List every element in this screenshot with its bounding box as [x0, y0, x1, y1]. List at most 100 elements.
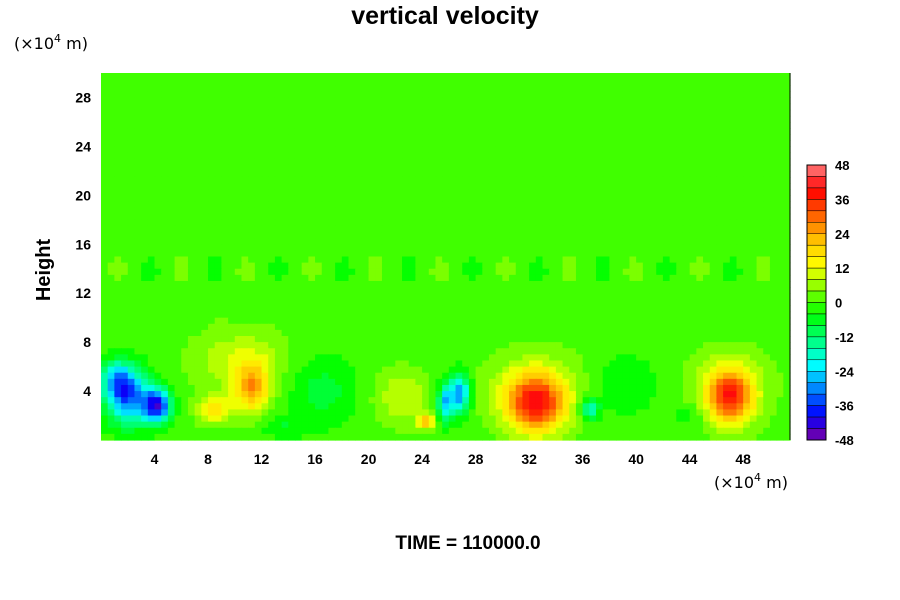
- heatmap-cell: [201, 195, 209, 203]
- heatmap-cell: [127, 97, 136, 105]
- heatmap-cell: [529, 280, 537, 288]
- heatmap-cell: [589, 262, 597, 270]
- heatmap-cell: [729, 152, 738, 160]
- heatmap-cell: [515, 256, 524, 264]
- heatmap-cell: [261, 311, 269, 319]
- heatmap-cell: [288, 170, 296, 178]
- heatmap-cell: [676, 287, 684, 294]
- heatmap-cell: [442, 134, 450, 141]
- heatmap-cell: [167, 287, 176, 294]
- heatmap-cell: [348, 158, 356, 166]
- heatmap-cell: [435, 342, 443, 349]
- heatmap-cell: [141, 189, 149, 196]
- heatmap-cell: [321, 201, 330, 209]
- heatmap-cell: [415, 317, 423, 325]
- heatmap-cell: [783, 97, 791, 105]
- heatmap-cell: [468, 79, 477, 86]
- heatmap-cell: [649, 115, 657, 123]
- heatmap-cell: [602, 287, 610, 294]
- heatmap-cell: [589, 115, 597, 123]
- heatmap-cell: [475, 79, 483, 86]
- heatmap-cell: [509, 189, 517, 196]
- heatmap-cell: [214, 121, 223, 129]
- heatmap-cell: [154, 250, 162, 258]
- heatmap-cell: [187, 238, 196, 245]
- heatmap-cell: [181, 97, 189, 105]
- heatmap-cell: [268, 207, 276, 215]
- heatmap-cell: [616, 201, 624, 209]
- heatmap-cell: [428, 170, 437, 178]
- heatmap-cell: [147, 256, 156, 264]
- heatmap-cell: [355, 79, 363, 86]
- heatmap-cell: [602, 274, 610, 282]
- heatmap-cell: [669, 207, 677, 215]
- heatmap-cell: [335, 336, 343, 343]
- heatmap-cell: [596, 183, 604, 190]
- heatmap-cell: [101, 103, 109, 111]
- heatmap-cell: [187, 305, 196, 313]
- heatmap-cell: [669, 140, 677, 147]
- heatmap-cell: [609, 262, 617, 270]
- heatmap-cell: [509, 140, 517, 147]
- heatmap-cell: [375, 305, 383, 313]
- heatmap-cell: [161, 280, 169, 288]
- heatmap-cell: [248, 91, 256, 99]
- heatmap-cell: [488, 311, 497, 319]
- heatmap-cell: [121, 109, 129, 117]
- heatmap-cell: [261, 189, 269, 196]
- heatmap-cell: [529, 97, 537, 105]
- heatmap-cell: [676, 201, 684, 209]
- heatmap-cell: [783, 250, 791, 258]
- heatmap-cell: [388, 164, 396, 172]
- heatmap-cell: [776, 195, 784, 203]
- heatmap-cell: [134, 103, 142, 111]
- heatmap-cell: [696, 274, 704, 282]
- heatmap-cell: [435, 152, 443, 160]
- heatmap-cell: [368, 274, 376, 282]
- heatmap-cell: [127, 189, 136, 196]
- heatmap-cell: [656, 201, 664, 209]
- heatmap-cell: [609, 115, 617, 123]
- heatmap-cell: [609, 274, 617, 282]
- heatmap-cell: [656, 176, 664, 184]
- heatmap-cell: [749, 329, 758, 337]
- heatmap-cell: [509, 121, 517, 129]
- heatmap-cell: [743, 152, 751, 160]
- heatmap-cell: [301, 232, 309, 239]
- heatmap-cell: [254, 103, 263, 111]
- heatmap-cell: [709, 287, 718, 294]
- heatmap-cell: [502, 268, 510, 276]
- heatmap-cell: [121, 152, 129, 160]
- heatmap-cell: [723, 250, 731, 258]
- heatmap-cell: [509, 115, 517, 123]
- heatmap-cell: [442, 219, 450, 227]
- heatmap-cell: [482, 140, 490, 147]
- heatmap-cell: [248, 115, 256, 123]
- heatmap-cell: [167, 158, 176, 166]
- heatmap-cell: [147, 274, 156, 282]
- heatmap-cell: [542, 323, 550, 331]
- heatmap-cell: [756, 103, 764, 111]
- heatmap-cell: [208, 232, 216, 239]
- heatmap-cell: [355, 225, 363, 233]
- heatmap-cell: [629, 207, 637, 215]
- heatmap-cell: [716, 158, 724, 166]
- heatmap-cell: [134, 109, 142, 117]
- heatmap-cell: [542, 280, 550, 288]
- heatmap-cell: [201, 134, 209, 141]
- heatmap-cell: [341, 91, 350, 99]
- heatmap-cell: [248, 73, 256, 80]
- heatmap-cell: [294, 85, 303, 92]
- heatmap-cell: [435, 97, 443, 105]
- heatmap-cell: [101, 274, 109, 282]
- heatmap-cell: [769, 348, 778, 355]
- heatmap-cell: [134, 354, 142, 362]
- heatmap-cell: [121, 305, 129, 313]
- heatmap-cell: [455, 293, 463, 300]
- heatmap-cell: [769, 121, 778, 129]
- heatmap-cell: [241, 280, 249, 288]
- heatmap-cell: [361, 79, 370, 86]
- heatmap-cell: [723, 305, 731, 313]
- heatmap-cell: [348, 176, 356, 184]
- heatmap-cell: [254, 336, 263, 343]
